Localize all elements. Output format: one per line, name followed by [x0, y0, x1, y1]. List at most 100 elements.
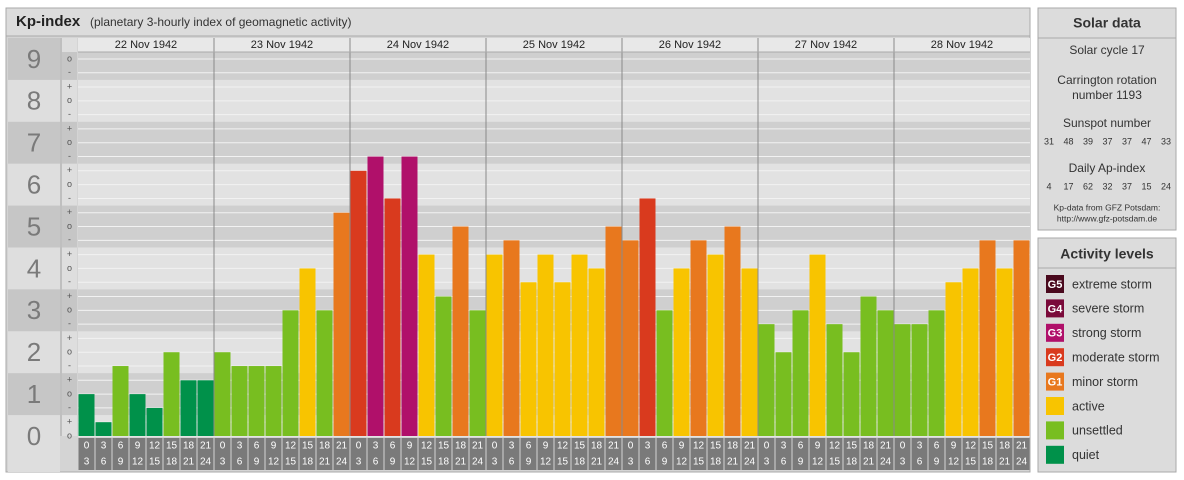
time-label: 9	[679, 441, 685, 452]
time-cell	[605, 438, 622, 470]
time-cell	[316, 438, 333, 470]
time-label: 18	[982, 457, 994, 468]
time-cell	[537, 438, 554, 470]
date-label: 28 Nov 1942	[931, 39, 993, 51]
time-cell	[741, 438, 758, 470]
carrington-line: Carrington rotation	[1057, 73, 1156, 87]
time-cell	[588, 438, 605, 470]
sunspot-value: 47	[1141, 136, 1151, 146]
time-cell	[928, 438, 945, 470]
bar	[588, 268, 605, 436]
minor-tick-label: +	[67, 123, 72, 133]
time-label: 9	[815, 441, 821, 452]
legend-swatch	[1046, 275, 1064, 293]
time-label: 3	[917, 441, 923, 452]
time-label: 3	[84, 457, 90, 468]
plot-band	[78, 52, 1030, 80]
time-label: 21	[880, 441, 892, 452]
time-label: 6	[526, 441, 532, 452]
time-label: 0	[764, 441, 770, 452]
bar	[367, 156, 384, 436]
time-label: 24	[200, 457, 212, 468]
time-cell	[299, 438, 316, 470]
time-label: 15	[285, 457, 297, 468]
bar	[707, 254, 724, 436]
bar	[843, 352, 860, 436]
minor-tick-label: o	[67, 221, 72, 231]
time-cell	[826, 438, 843, 470]
time-cell	[996, 438, 1013, 470]
time-label: 15	[829, 457, 841, 468]
time-cell	[690, 438, 707, 470]
time-label: 15	[438, 441, 450, 452]
minor-tick-label: o	[67, 53, 72, 63]
time-label: 9	[934, 457, 940, 468]
legend-label: strong storm	[1072, 326, 1141, 340]
y-tick-label: 8	[27, 86, 41, 116]
legend-swatch	[1046, 348, 1064, 367]
ap-value: 32	[1102, 181, 1112, 191]
time-label: 9	[135, 441, 141, 452]
time-label: 24	[744, 457, 756, 468]
minor-tick-label: +	[67, 249, 72, 259]
minor-tick-label: o	[67, 430, 72, 440]
minor-tick-label: +	[67, 81, 72, 91]
time-cell	[180, 438, 197, 470]
time-cell	[146, 438, 163, 470]
minor-band	[62, 205, 77, 248]
time-label: 18	[319, 441, 331, 452]
time-label: 21	[183, 457, 195, 468]
bar	[656, 310, 673, 436]
minor-tick-label: -	[68, 360, 71, 370]
minor-tick-label: +	[67, 291, 72, 301]
time-label: 0	[84, 441, 90, 452]
time-label: 0	[356, 441, 362, 452]
time-cell	[1013, 438, 1030, 470]
minor-tick-label: +	[67, 207, 72, 217]
time-cell	[809, 438, 826, 470]
legend-swatch	[1046, 445, 1064, 464]
time-label: 0	[900, 441, 906, 452]
minor-tick-label: o	[67, 179, 72, 189]
time-cell	[503, 438, 520, 470]
minor-tick-label: -	[68, 277, 71, 287]
bar	[418, 254, 435, 436]
ap-value: 62	[1083, 181, 1093, 191]
bar	[962, 268, 979, 436]
bar	[1013, 240, 1030, 436]
time-label: 9	[271, 441, 277, 452]
legend-badge: G1	[1048, 377, 1063, 389]
time-label: 15	[574, 441, 586, 452]
time-cell	[894, 438, 911, 470]
time-label: 21	[200, 441, 212, 452]
activity-title: Activity levels	[1060, 246, 1154, 262]
date-label: 25 Nov 1942	[523, 39, 585, 51]
time-cell	[418, 438, 435, 470]
time-label: 9	[254, 457, 260, 468]
time-label: 12	[149, 441, 161, 452]
sunspot-value: 37	[1102, 136, 1112, 146]
ap-value: 37	[1122, 181, 1132, 191]
time-cell	[758, 438, 775, 470]
time-label: 12	[812, 457, 824, 468]
bar	[401, 156, 418, 436]
time-cell	[452, 438, 469, 470]
minor-band	[62, 373, 77, 416]
minor-tick-label: o	[67, 95, 72, 105]
time-cell	[843, 438, 860, 470]
time-label: 18	[846, 457, 858, 468]
legend-label: unsettled	[1072, 424, 1123, 438]
bar	[826, 324, 843, 436]
bar	[333, 212, 350, 436]
y-band	[8, 121, 60, 164]
time-label: 6	[917, 457, 923, 468]
legend-badge: G5	[1048, 279, 1063, 291]
y-tick-label: 1	[27, 379, 41, 409]
time-cell	[333, 438, 350, 470]
time-label: 9	[390, 457, 396, 468]
bar	[180, 380, 197, 436]
time-label: 21	[336, 441, 348, 452]
time-label: 9	[798, 457, 804, 468]
time-cell	[282, 438, 299, 470]
minor-band	[62, 121, 77, 164]
